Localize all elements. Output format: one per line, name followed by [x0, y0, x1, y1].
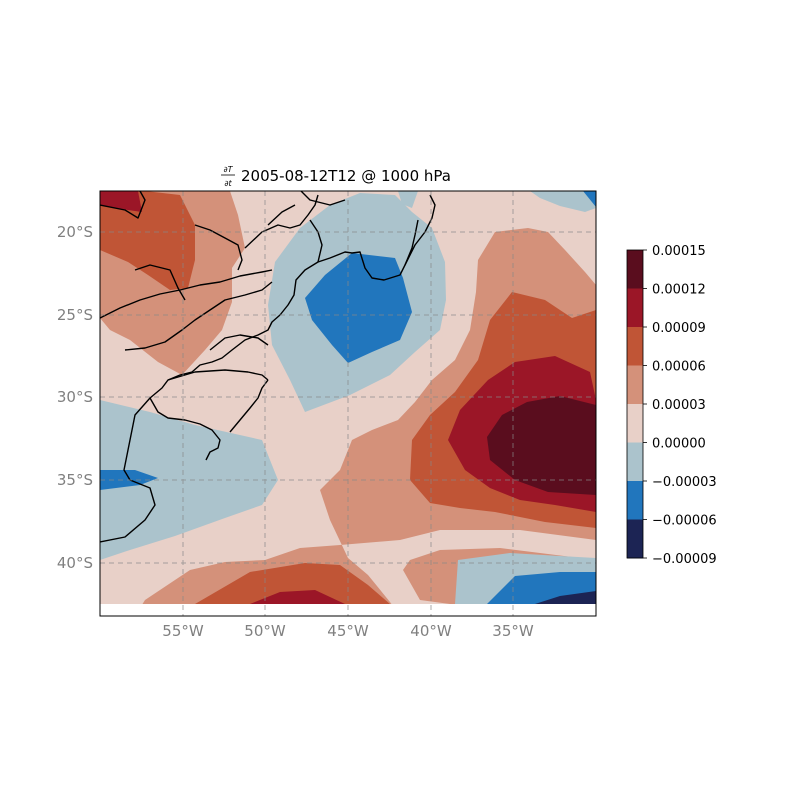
lon-tick-label: 40°W	[410, 622, 452, 640]
contour-nw-p3	[100, 191, 195, 290]
colorbar-tick-label: 0.00009	[652, 321, 706, 336]
colorbar-swatch	[627, 442, 643, 482]
lon-tick-label: 35°W	[492, 622, 534, 640]
colorbar-swatch	[627, 519, 643, 559]
lon-tick-label: 50°W	[244, 622, 286, 640]
contour-se-n3	[535, 591, 596, 604]
colorbar-tick-label: 0.00003	[652, 398, 706, 413]
colorbar-tick-label: −0.00006	[652, 514, 717, 529]
colorbar-tick-label: −0.00009	[652, 552, 717, 567]
title-denominator: ∂t	[224, 179, 232, 188]
contour-east-p5	[487, 396, 596, 495]
colorbar-swatch	[627, 327, 643, 366]
contour-center-n2	[305, 253, 412, 363]
title-numerator: ∂T	[223, 165, 233, 174]
colorbar-swatch	[627, 365, 643, 405]
colorbar-swatch	[627, 250, 643, 289]
colorbar-tick-label: 0.00015	[652, 244, 706, 259]
lat-tick-label: 40°S	[57, 554, 93, 572]
colorbar: 0.00015 0.00012 0.00009 0.00006 0.00003 0.000…	[626, 244, 717, 567]
colorbar-swatches	[627, 250, 643, 559]
lat-tick-label: 35°S	[57, 471, 93, 489]
lat-tick-label: 20°S	[57, 223, 93, 241]
contour-south-p3	[195, 563, 390, 604]
colorbar-tick-label: 0.00012	[652, 283, 706, 298]
lat-tick-label: 30°S	[57, 388, 93, 406]
contour-ne-n2	[583, 191, 596, 207]
contour-east-p2	[135, 228, 596, 616]
colorbar-tick-label: 0.00006	[652, 360, 706, 375]
lon-tick-label: 45°W	[327, 622, 369, 640]
lon-tick-label: 55°W	[162, 622, 204, 640]
gridlines	[100, 191, 596, 616]
colorbar-swatch	[627, 288, 643, 328]
contour-south-p4	[250, 590, 345, 604]
lat-tick-label: 25°S	[57, 306, 93, 324]
colorbar-tick-label: 0.00000	[652, 437, 706, 452]
colorbar-labels: 0.00015 0.00012 0.00009 0.00006 0.00003 0.000…	[643, 244, 717, 567]
map-title: ∂T ∂t 2005-08-12T12 @ 1000 hPa	[221, 165, 451, 188]
title-text: 2005-08-12T12 @ 1000 hPa	[241, 167, 451, 185]
lat-tick-labels: 20°S 25°S 30°S 35°S 40°S	[57, 223, 93, 572]
map-frame	[99, 190, 597, 617]
contour-ne-n1	[530, 191, 596, 212]
lon-tick-labels: 55°W 50°W 45°W 40°W 35°W	[162, 622, 534, 640]
colorbar-swatch	[627, 404, 643, 443]
map-panel	[100, 191, 596, 616]
contour-ne-small	[398, 191, 418, 208]
colorbar-swatch	[627, 481, 643, 520]
colorbar-tick-label: −0.00003	[652, 475, 717, 490]
